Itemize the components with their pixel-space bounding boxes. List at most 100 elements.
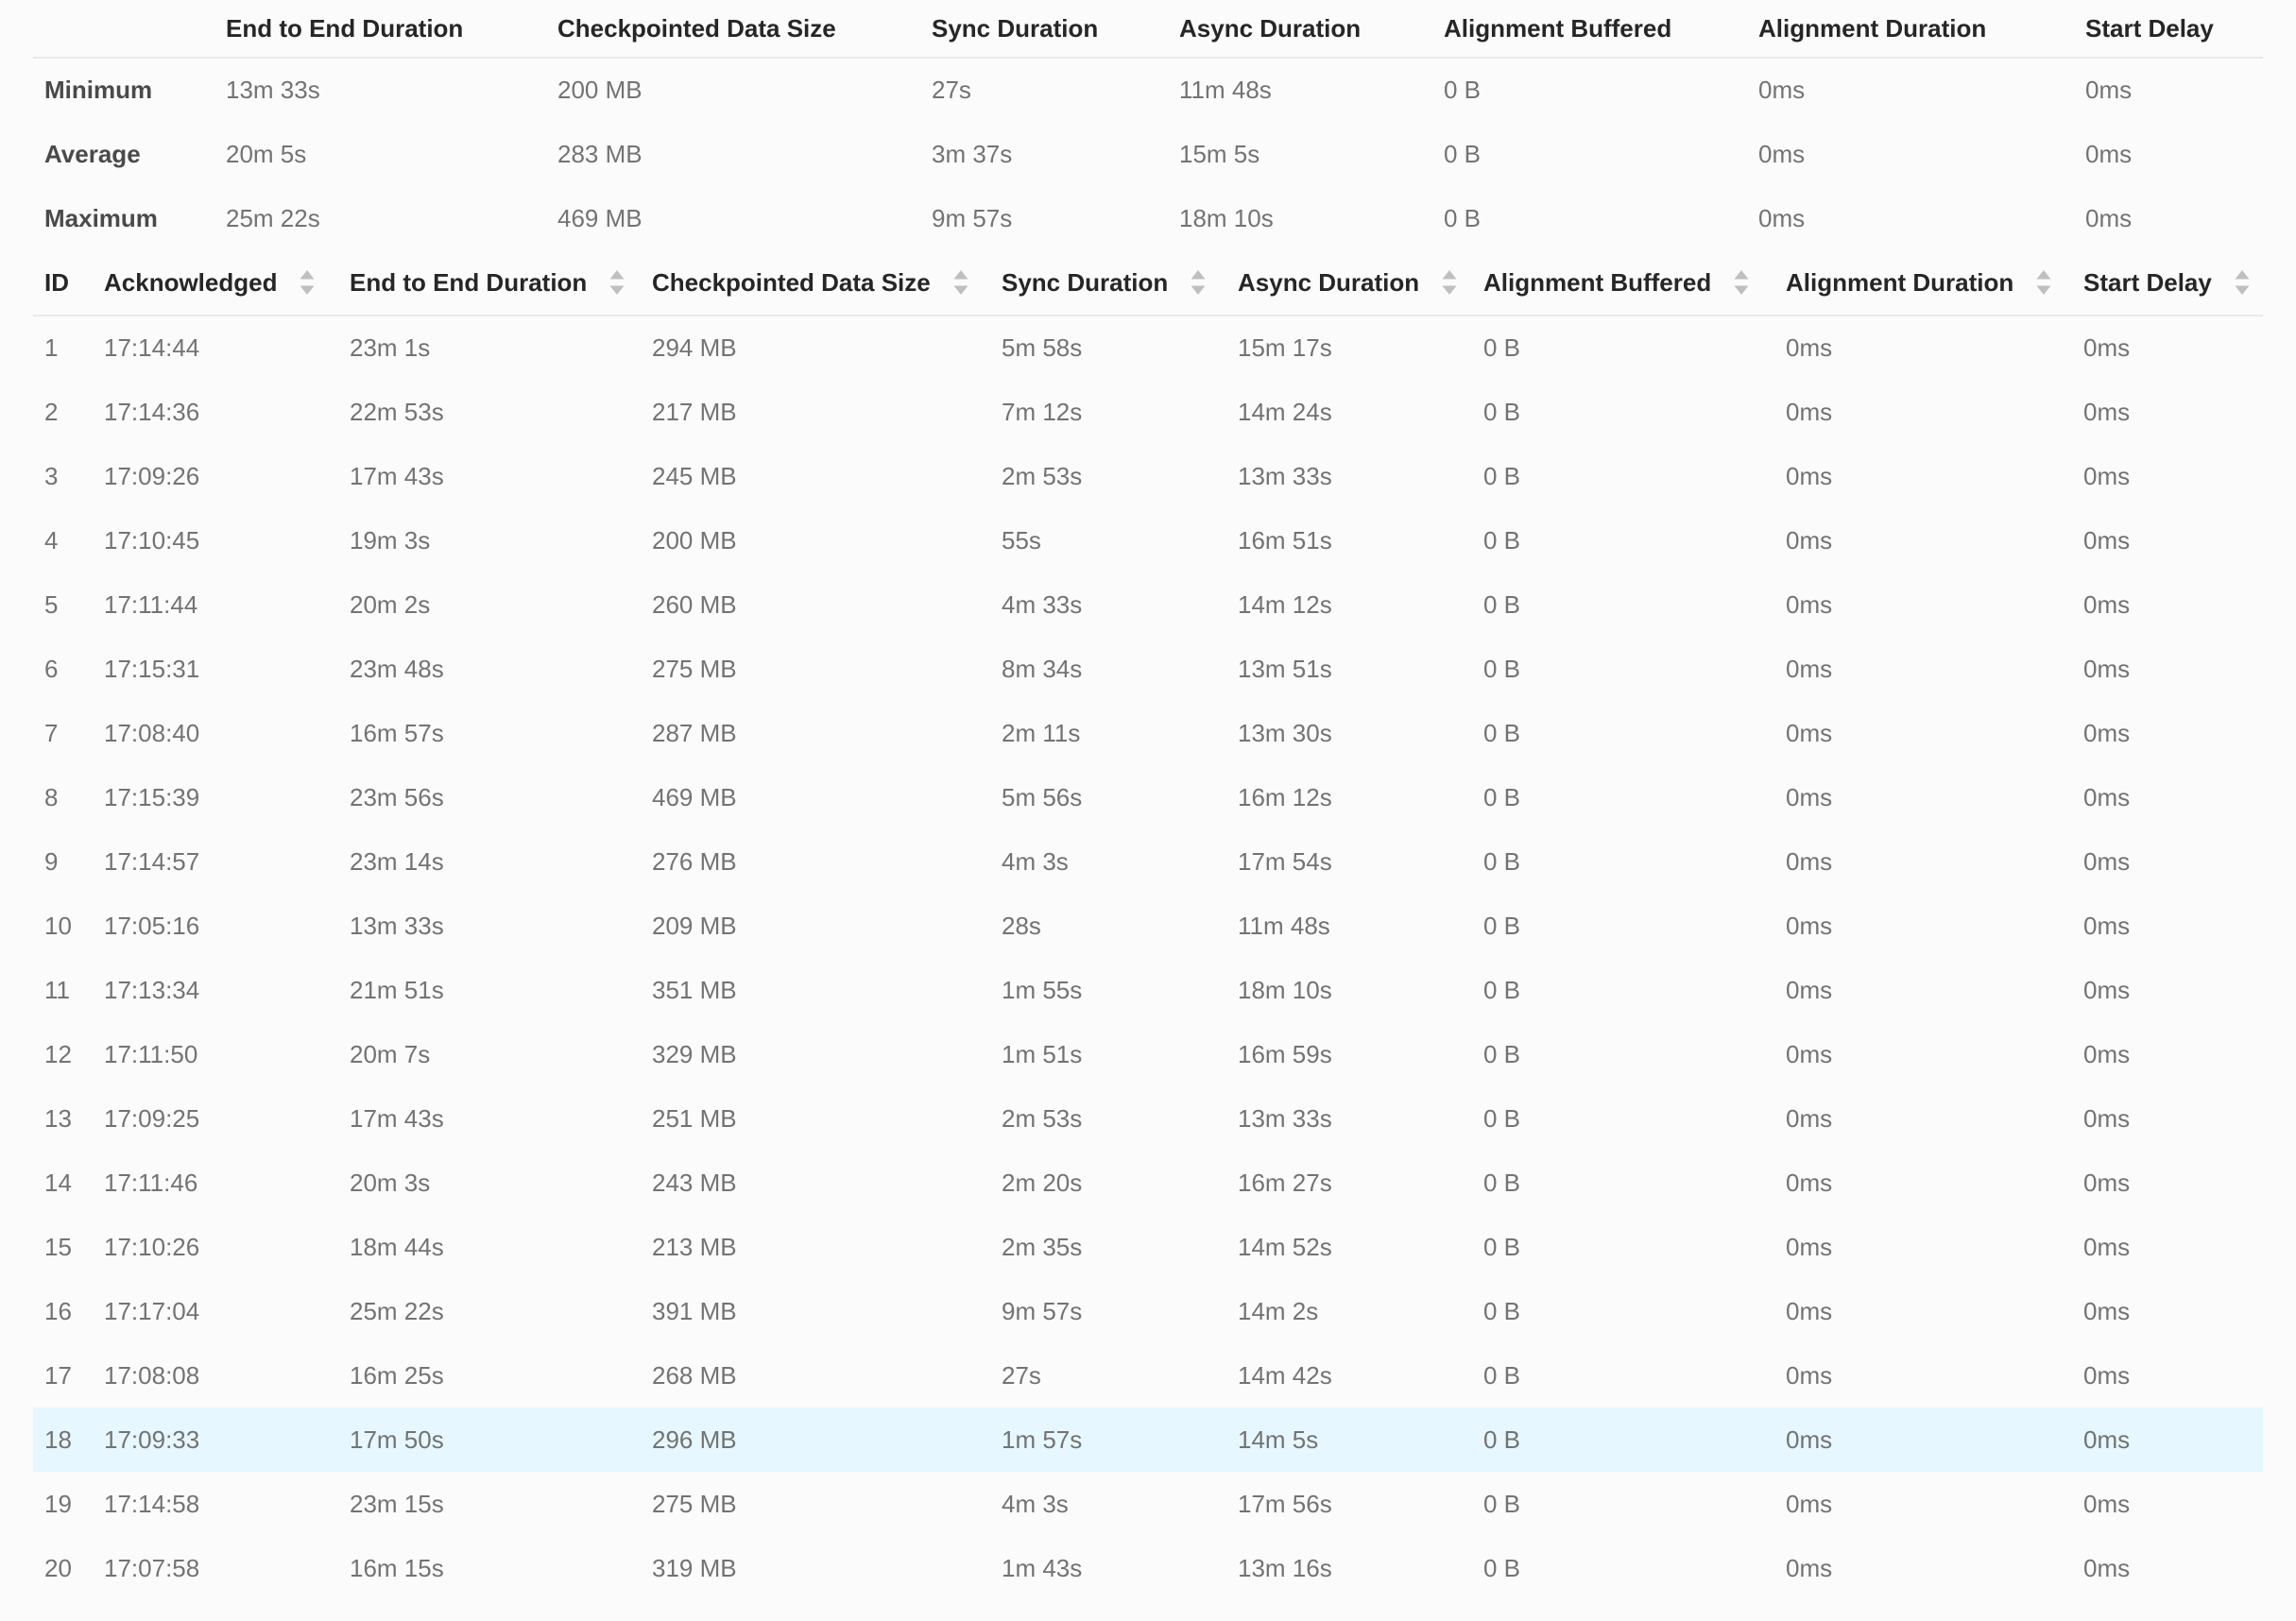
summary-header-row: End to End Duration Checkpointed Data Siz… [33, 0, 2263, 59]
sort-caret-icon [1442, 270, 1457, 295]
cell-id: 10 [44, 911, 72, 940]
table-row[interactable]: 5 17:11:44 20m 2s 260 MB 4m 33s 14m 12s 0 B 0ms… [33, 572, 2263, 637]
cell-start-delay: 0ms [2083, 654, 2131, 683]
cell-sync-duration: 28s [1002, 911, 1041, 940]
table-row[interactable]: 20 17:07:58 16m 15s 319 MB 1m 43s 13m 16s 0 B 0… [33, 1536, 2263, 1600]
summary-column-header-end-to-end-duration: End to End Duration [226, 0, 557, 59]
summary-column-header-alignment-duration: Alignment Duration [1758, 0, 2085, 59]
sort-caret-icon [609, 270, 625, 295]
cell-start-delay: 0ms [2083, 1489, 2131, 1518]
cell-end-to-end-duration: 20m 3s [350, 1168, 431, 1197]
cell-alignment-buffered: 0 B [1483, 975, 1521, 1004]
column-header-label: Acknowledged [104, 267, 278, 297]
cell-alignment-duration: 0ms [1786, 333, 1833, 362]
summary-column-header-alignment-buffered: Alignment Buffered [1444, 0, 1758, 59]
table-row[interactable]: 3 17:09:26 17m 43s 245 MB 2m 53s 13m 33s 0 B 0m… [33, 444, 2263, 508]
cell-async-duration: 18m 10s [1238, 975, 1332, 1004]
cell-start-delay: 0ms [2083, 1553, 2131, 1582]
cell-sync-duration: 4m 33s [1002, 589, 1083, 619]
cell-alignment-duration: 0ms [1786, 846, 1833, 876]
cell-alignment-duration: 0ms [1786, 525, 1833, 555]
sort-caret-icon [300, 270, 315, 295]
column-header-alignment-duration[interactable]: Alignment Duration [1786, 250, 2083, 316]
cell-sync-duration: 8m 34s [1002, 654, 1083, 683]
column-header-alignment-buffered[interactable]: Alignment Buffered [1483, 250, 1786, 316]
cell-alignment-buffered: 0 B [1483, 1489, 1521, 1518]
cell-id: 2 [44, 397, 59, 426]
table-row[interactable]: 4 17:10:45 19m 3s 200 MB 55s 16m 51s 0 B 0ms 0ms [33, 508, 2263, 572]
table-row[interactable]: 12 17:11:50 20m 7s 329 MB 1m 51s 16m 59s 0 B 0m… [33, 1022, 2263, 1086]
cell-start-delay: 0ms [2083, 525, 2131, 555]
column-header-start-delay[interactable]: Start Delay [2083, 250, 2263, 316]
column-header-checkpointed-data-size[interactable]: Checkpointed Data Size [652, 250, 1002, 316]
table-row[interactable]: 15 17:10:26 18m 44s 213 MB 2m 35s 14m 52s 0 B 0… [33, 1215, 2263, 1279]
cell-acknowledged: 17:08:08 [104, 1360, 200, 1390]
cell-async-duration: 15m 17s [1238, 333, 1332, 362]
table-row[interactable]: 19 17:14:58 23m 15s 275 MB 4m 3s 17m 56s 0 B 0m… [33, 1472, 2263, 1536]
table-row-highlighted[interactable]: 18 17:09:33 17m 50s 296 MB 1m 57s 14m 5s 0 B 0m… [33, 1408, 2263, 1472]
table-row[interactable]: 14 17:11:46 20m 3s 243 MB 2m 20s 16m 27s 0 B 0m… [33, 1151, 2263, 1215]
cell-acknowledged: 17:14:36 [104, 397, 200, 426]
cell-alignment-buffered: 0 B [1483, 589, 1521, 619]
cell-sync-duration: 2m 53s [1002, 461, 1083, 490]
cell-async-duration: 14m 12s [1238, 589, 1332, 619]
cell-alignment-buffered: 0 B [1483, 1425, 1521, 1454]
column-header-end-to-end-duration[interactable]: End to End Duration [350, 250, 652, 316]
cell-alignment-duration: 0ms [1786, 718, 1833, 747]
cell-alignment-duration: 0ms [1786, 589, 1833, 619]
summary-corner-cell [33, 0, 226, 59]
cell-async-duration: 14m 42s [1238, 1360, 1332, 1390]
cell-acknowledged: 17:14:44 [104, 333, 200, 362]
cell-alignment-duration: 0ms [1786, 975, 1833, 1004]
cell-checkpointed-data-size: 243 MB [652, 1168, 737, 1197]
cell-sync-duration: 4m 3s [1002, 846, 1069, 876]
checkpoint-statistics-panel: End to End Duration Checkpointed Data Siz… [33, 0, 2263, 1600]
table-row[interactable]: 16 17:17:04 25m 22s 391 MB 9m 57s 14m 2s 0 B 0m… [33, 1279, 2263, 1343]
table-row[interactable]: 6 17:15:31 23m 48s 275 MB 8m 34s 13m 51s 0 B 0m… [33, 637, 2263, 701]
cell-async-duration: 17m 54s [1238, 846, 1332, 876]
cell-id: 3 [44, 461, 59, 490]
column-header-acknowledged[interactable]: Acknowledged [104, 250, 350, 316]
cell-alignment-duration: 0ms [1786, 461, 1833, 490]
summary-cell-sync-duration: 3m 37s [932, 139, 1013, 168]
cell-async-duration: 14m 52s [1238, 1232, 1332, 1261]
cell-end-to-end-duration: 23m 15s [350, 1489, 444, 1518]
cell-async-duration: 16m 59s [1238, 1039, 1332, 1068]
sort-caret-icon [953, 270, 968, 295]
cell-checkpointed-data-size: 294 MB [652, 333, 737, 362]
table-row[interactable]: 2 17:14:36 22m 53s 217 MB 7m 12s 14m 24s 0 B 0m… [33, 380, 2263, 444]
column-header-sync-duration[interactable]: Sync Duration [1002, 250, 1238, 316]
table-row[interactable]: 1 17:14:44 23m 1s 294 MB 5m 58s 15m 17s 0 B 0ms… [33, 316, 2263, 380]
summary-cell-sync-duration: 27s [932, 76, 971, 104]
cell-id: 16 [44, 1296, 72, 1325]
table-row[interactable]: 10 17:05:16 13m 33s 209 MB 28s 11m 48s 0 B 0ms 0… [33, 894, 2263, 958]
cell-async-duration: 14m 2s [1238, 1296, 1319, 1325]
summary-cell-alignment-buffered: 0 B [1444, 139, 1482, 168]
cell-acknowledged: 17:07:58 [104, 1553, 200, 1582]
cell-alignment-duration: 0ms [1786, 1360, 1833, 1390]
cell-start-delay: 0ms [2083, 1232, 2131, 1261]
cell-checkpointed-data-size: 276 MB [652, 846, 737, 876]
cell-checkpointed-data-size: 275 MB [652, 1489, 737, 1518]
table-row[interactable]: 7 17:08:40 16m 57s 287 MB 2m 11s 13m 30s 0 B 0m… [33, 701, 2263, 765]
cell-async-duration: 17m 56s [1238, 1489, 1332, 1518]
cell-sync-duration: 55s [1002, 525, 1041, 555]
cell-id: 15 [44, 1232, 72, 1261]
table-row[interactable]: 9 17:14:57 23m 14s 276 MB 4m 3s 17m 54s 0 B 0ms… [33, 829, 2263, 894]
cell-end-to-end-duration: 23m 14s [350, 846, 444, 876]
table-row[interactable]: 17 17:08:08 16m 25s 268 MB 27s 14m 42s 0 B 0ms 0… [33, 1343, 2263, 1408]
cell-alignment-duration: 0ms [1786, 1168, 1833, 1197]
cell-async-duration: 16m 12s [1238, 782, 1332, 811]
cell-id: 17 [44, 1360, 72, 1390]
table-row[interactable]: 11 17:13:34 21m 51s 351 MB 1m 55s 18m 10s 0 B 0… [33, 958, 2263, 1022]
table-row[interactable]: 13 17:09:25 17m 43s 251 MB 2m 53s 13m 33s 0 B 0… [33, 1086, 2263, 1151]
cell-start-delay: 0ms [2083, 397, 2131, 426]
cell-end-to-end-duration: 17m 43s [350, 461, 444, 490]
column-header-async-duration[interactable]: Async Duration [1238, 250, 1483, 316]
cell-async-duration: 11m 48s [1238, 911, 1330, 940]
summary-column-header-checkpointed-data-size: Checkpointed Data Size [557, 0, 932, 59]
table-row[interactable]: 8 17:15:39 23m 56s 469 MB 5m 56s 16m 12s 0 B 0m… [33, 765, 2263, 829]
cell-async-duration: 13m 33s [1238, 1103, 1332, 1133]
cell-sync-duration: 2m 20s [1002, 1168, 1083, 1197]
column-header-label: Async Duration [1238, 267, 1420, 297]
